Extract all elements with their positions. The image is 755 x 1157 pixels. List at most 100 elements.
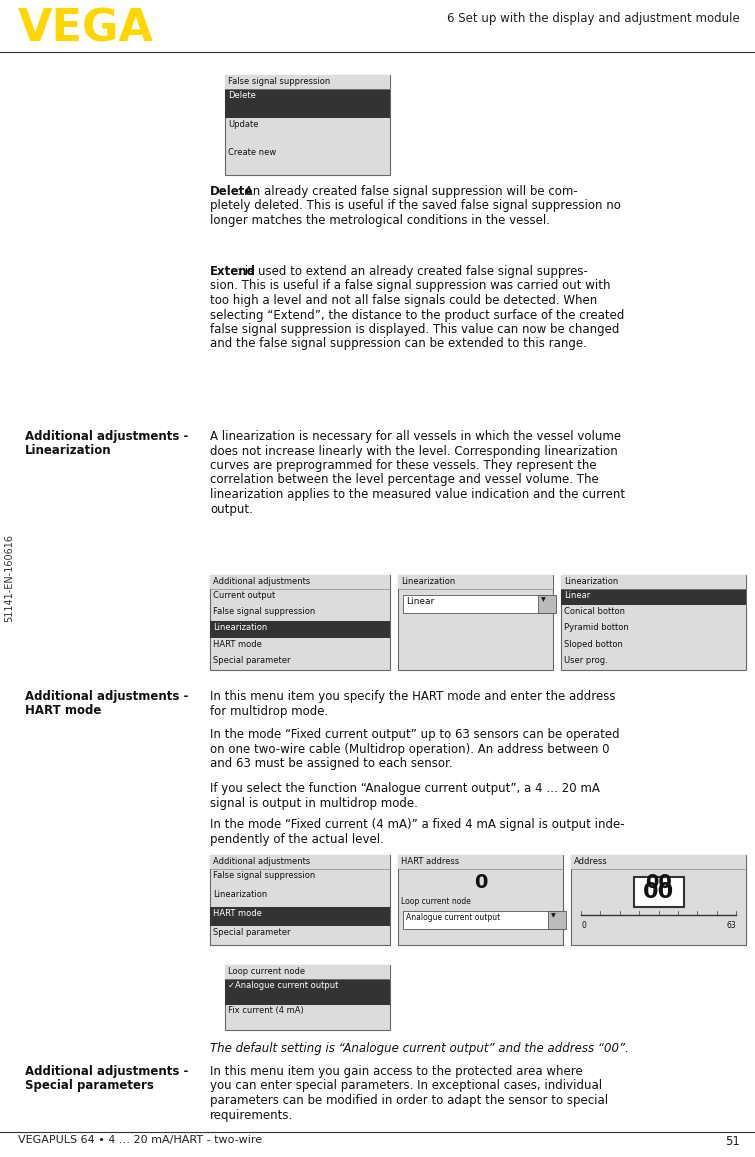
Bar xyxy=(398,855,563,869)
Text: User prog.: User prog. xyxy=(564,656,608,665)
Text: Special parameters: Special parameters xyxy=(25,1079,154,1092)
Bar xyxy=(538,595,556,613)
Text: 0: 0 xyxy=(581,921,586,930)
Text: sion. This is useful if a false signal suppression was carried out with: sion. This is useful if a false signal s… xyxy=(210,280,611,293)
Text: Current output: Current output xyxy=(213,591,276,600)
Bar xyxy=(403,911,558,929)
Bar xyxy=(561,575,746,670)
Text: Linearization: Linearization xyxy=(401,577,455,585)
Text: Conical botton: Conical botton xyxy=(564,607,625,617)
Text: : An already created false signal suppression will be com-: : An already created false signal suppre… xyxy=(236,185,578,198)
Text: Linearization: Linearization xyxy=(213,890,267,899)
Bar xyxy=(398,575,553,589)
Text: 0: 0 xyxy=(474,874,487,892)
Text: too high a level and not all false signals could be detected. When: too high a level and not all false signa… xyxy=(210,294,597,307)
Text: Linearization: Linearization xyxy=(213,624,267,633)
Text: Linearization: Linearization xyxy=(564,577,618,585)
Bar xyxy=(561,575,746,589)
Text: ▼: ▼ xyxy=(541,597,546,602)
Text: False signal suppression: False signal suppression xyxy=(213,607,316,617)
Text: Create new: Create new xyxy=(228,148,276,157)
Text: Linearization: Linearization xyxy=(25,444,112,457)
Text: correlation between the level percentage and vessel volume. The: correlation between the level percentage… xyxy=(210,473,599,486)
Text: selecting “Extend”, the distance to the product surface of the created: selecting “Extend”, the distance to the … xyxy=(210,309,624,322)
Text: The default setting is “Analogue current output” and the address “00”.: The default setting is “Analogue current… xyxy=(210,1042,629,1055)
Text: for multidrop mode.: for multidrop mode. xyxy=(210,705,328,717)
Text: HART mode: HART mode xyxy=(213,640,262,649)
Text: Additional adjustments: Additional adjustments xyxy=(213,577,310,585)
Text: Additional adjustments -: Additional adjustments - xyxy=(25,1064,189,1078)
Text: pletely deleted. This is useful if the saved false signal suppression no: pletely deleted. This is useful if the s… xyxy=(210,199,621,213)
Text: 00: 00 xyxy=(643,882,674,902)
Text: If you select the function “Analogue current output”, a 4 … 20 mA: If you select the function “Analogue cur… xyxy=(210,782,600,795)
Text: Additional adjustments: Additional adjustments xyxy=(213,857,310,865)
Bar xyxy=(225,965,390,979)
Text: and 63 must be assigned to each sensor.: and 63 must be assigned to each sensor. xyxy=(210,757,453,771)
Text: pendently of the actual level.: pendently of the actual level. xyxy=(210,833,384,846)
Text: linearization applies to the measured value indication and the current: linearization applies to the measured va… xyxy=(210,488,625,501)
Bar xyxy=(561,589,746,605)
Text: Delete: Delete xyxy=(210,185,254,198)
Text: and the false signal suppression can be extended to this range.: and the false signal suppression can be … xyxy=(210,338,587,351)
Text: 51141-EN-160616: 51141-EN-160616 xyxy=(4,535,14,622)
Text: VEGAPULS 64 • 4 … 20 mA/HART - two-wire: VEGAPULS 64 • 4 … 20 mA/HART - two-wire xyxy=(18,1135,262,1145)
Text: on one two-wire cable (Multidrop operation). An address between 0: on one two-wire cable (Multidrop operati… xyxy=(210,743,609,756)
Text: signal is output in multidrop mode.: signal is output in multidrop mode. xyxy=(210,796,418,810)
Text: Delete: Delete xyxy=(228,91,256,100)
Bar xyxy=(398,855,563,945)
Text: A linearization is necessary for all vessels in which the vessel volume: A linearization is necessary for all ves… xyxy=(210,430,621,443)
Bar xyxy=(398,575,553,670)
Text: In the mode “Fixed current output” up to 63 sensors can be operated: In the mode “Fixed current output” up to… xyxy=(210,728,620,740)
Text: longer matches the metrological conditions in the vessel.: longer matches the metrological conditio… xyxy=(210,214,550,227)
Text: In the mode “Fixed current (4 mA)” a fixed 4 mA signal is output inde-: In the mode “Fixed current (4 mA)” a fix… xyxy=(210,818,624,831)
Text: you can enter special parameters. In exceptional cases, individual: you can enter special parameters. In exc… xyxy=(210,1079,602,1092)
Text: Extend: Extend xyxy=(210,265,256,278)
Text: False signal suppression: False signal suppression xyxy=(228,78,330,86)
Text: Loop current node: Loop current node xyxy=(401,897,471,906)
Text: HART address: HART address xyxy=(401,857,459,865)
Text: requirements.: requirements. xyxy=(210,1108,293,1121)
Text: HART mode: HART mode xyxy=(213,909,262,918)
Bar xyxy=(225,89,390,118)
Text: output.: output. xyxy=(210,502,253,516)
Bar xyxy=(210,907,390,926)
Text: : is used to extend an already created false signal suppres-: : is used to extend an already created f… xyxy=(236,265,587,278)
Text: False signal suppression: False signal suppression xyxy=(213,871,316,880)
Bar xyxy=(225,75,390,175)
Text: Linear: Linear xyxy=(406,597,434,606)
Text: Fix current (4 mA): Fix current (4 mA) xyxy=(228,1007,304,1016)
Text: In this menu item you specify the HART mode and enter the address: In this menu item you specify the HART m… xyxy=(210,690,615,703)
Bar xyxy=(225,979,390,1004)
Text: HART mode: HART mode xyxy=(25,705,101,717)
Text: VEGA: VEGA xyxy=(18,8,154,51)
Text: 51: 51 xyxy=(725,1135,740,1148)
Text: In this menu item you gain access to the protected area where: In this menu item you gain access to the… xyxy=(210,1064,583,1078)
Text: ▼: ▼ xyxy=(551,913,556,918)
Text: Update: Update xyxy=(228,119,258,128)
Text: Loop current node: Loop current node xyxy=(228,967,305,977)
Text: Additional adjustments -: Additional adjustments - xyxy=(25,690,189,703)
Bar xyxy=(633,877,683,907)
Bar xyxy=(210,575,390,589)
Text: Sloped botton: Sloped botton xyxy=(564,640,623,649)
Text: parameters can be modified in order to adapt the sensor to special: parameters can be modified in order to a… xyxy=(210,1095,608,1107)
Text: ✓Analogue current output: ✓Analogue current output xyxy=(228,981,338,990)
Text: Special parameter: Special parameter xyxy=(213,656,291,665)
Bar xyxy=(548,911,566,929)
Text: does not increase linearly with the level. Corresponding linearization: does not increase linearly with the leve… xyxy=(210,444,618,457)
Text: Pyramid botton: Pyramid botton xyxy=(564,624,629,633)
Bar xyxy=(571,855,746,869)
Bar xyxy=(571,855,746,945)
Bar xyxy=(210,855,390,945)
Text: Linear: Linear xyxy=(564,591,590,600)
Text: Special parameter: Special parameter xyxy=(213,928,291,937)
Text: 6 Set up with the display and adjustment module: 6 Set up with the display and adjustment… xyxy=(447,12,740,25)
Bar xyxy=(225,75,390,89)
Text: false signal suppression is displayed. This value can now be changed: false signal suppression is displayed. T… xyxy=(210,323,619,336)
Text: curves are preprogrammed for these vessels. They represent the: curves are preprogrammed for these vesse… xyxy=(210,459,596,472)
Text: Analogue current output: Analogue current output xyxy=(406,913,501,922)
Bar xyxy=(210,855,390,869)
Text: 63: 63 xyxy=(726,921,736,930)
Text: Additional adjustments -: Additional adjustments - xyxy=(25,430,189,443)
Bar xyxy=(403,595,548,613)
